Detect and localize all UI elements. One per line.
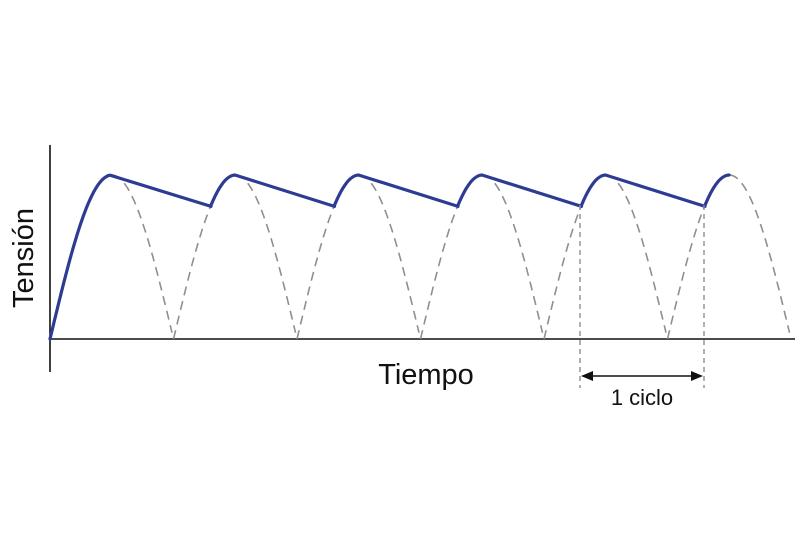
cycle-arrow-left-head [581, 371, 593, 381]
cycle-label: 1 ciclo [611, 385, 673, 410]
rectified-hump [543, 174, 667, 340]
x-axis-label: Tiempo [378, 359, 474, 391]
smoothed-output-curve [48, 173, 731, 341]
rectified-hump [666, 174, 791, 340]
rectified-hump [172, 174, 297, 340]
y-axis-label: Tensión [8, 208, 40, 308]
rectified-hump [49, 174, 173, 340]
rectified-hump [296, 174, 420, 340]
rectified-hump [419, 174, 544, 340]
cycle-arrow-right-head [691, 371, 703, 381]
